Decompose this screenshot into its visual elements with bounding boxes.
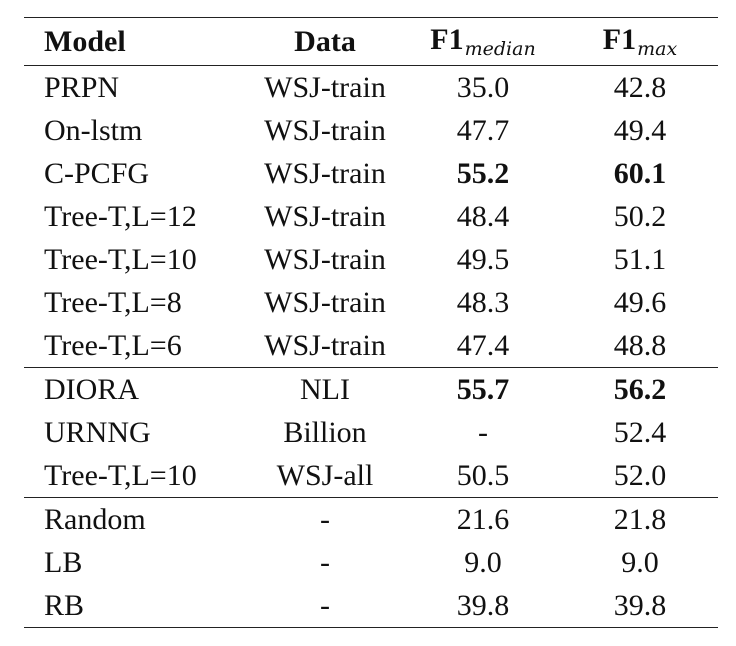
cell-data: Billion (283, 416, 367, 449)
cell-f1-median: 21.6 (456, 503, 510, 536)
cell-data: WSJ-train (264, 243, 386, 276)
cell-data: - (320, 503, 330, 536)
cell-model: Tree-T,L=10 (44, 459, 197, 492)
cell-model: RB (44, 589, 85, 622)
header-f1-median: F1median (404, 18, 562, 66)
header-model: Model (44, 24, 126, 58)
header-f1-max: F1max (562, 18, 718, 66)
cell-f1-max: 51.1 (613, 243, 667, 276)
header-f1-median-subscript: median (464, 38, 536, 60)
cell-model: DIORA (44, 373, 139, 406)
cell-f1-max: 49.6 (613, 286, 667, 319)
cell-data: WSJ-train (264, 157, 386, 190)
cell-data: - (320, 589, 330, 622)
cell-f1-median: - (478, 416, 488, 449)
header-f1-median-label: F1 (430, 23, 464, 56)
cell-model: Tree-T,L=6 (44, 329, 182, 362)
cell-data: WSJ-train (264, 71, 386, 104)
cell-f1-max: 52.0 (613, 459, 667, 492)
cell-f1-median: 47.4 (456, 329, 510, 362)
cell-data: WSJ-train (264, 329, 386, 362)
cell-data: WSJ-all (276, 459, 374, 492)
table-row: Tree-T,L=12 WSJ-train 48.4 50.2 (24, 195, 718, 238)
header-f1-max-subscript: max (637, 38, 678, 60)
cell-f1-max-best: 56.2 (613, 373, 667, 406)
cell-data: WSJ-train (264, 286, 386, 319)
cell-f1-median: 39.8 (456, 589, 510, 622)
cell-f1-max: 42.8 (613, 71, 667, 104)
cell-f1-max: 48.8 (613, 329, 667, 362)
cell-model: Random (44, 503, 146, 536)
cell-f1-max: 50.2 (613, 200, 667, 233)
cell-f1-max-best: 60.1 (613, 157, 667, 190)
cell-f1-median: 35.0 (456, 71, 510, 104)
cell-data: WSJ-train (264, 200, 386, 233)
header-data: Data (294, 24, 356, 58)
table-row: DIORA NLI 55.7 56.2 (24, 368, 718, 412)
cell-f1-max: 9.0 (621, 546, 659, 579)
cell-f1-median: 9.0 (464, 546, 502, 579)
cell-model: Tree-T,L=10 (44, 243, 197, 276)
cell-f1-median: 47.7 (456, 114, 510, 147)
table-row: Tree-T,L=10 WSJ-train 49.5 51.1 (24, 238, 718, 281)
cell-f1-median: 48.4 (456, 200, 510, 233)
cell-f1-max: 52.4 (613, 416, 667, 449)
cell-f1-median: 49.5 (456, 243, 510, 276)
cell-data: NLI (300, 373, 350, 406)
table-row: URNNG Billion - 52.4 (24, 411, 718, 454)
cell-model: Tree-T,L=8 (44, 286, 182, 319)
cell-data: WSJ-train (264, 114, 386, 147)
table-row: Tree-T,L=6 WSJ-train 47.4 48.8 (24, 324, 718, 368)
results-table-container: Model Data F1median F1max PRPN WSJ-train… (24, 17, 718, 628)
cell-model: Tree-T,L=12 (44, 200, 197, 233)
cell-f1-max: 49.4 (613, 114, 667, 147)
cell-model: LB (44, 546, 83, 579)
cell-f1-median-best: 55.7 (456, 373, 510, 406)
table-row: Random - 21.6 21.8 (24, 498, 718, 542)
cell-model: URNNG (44, 416, 151, 449)
table-row: Tree-T,L=8 WSJ-train 48.3 49.6 (24, 281, 718, 324)
header-f1-max-label: F1 (602, 23, 637, 56)
table-row: LB - 9.0 9.0 (24, 541, 718, 584)
cell-f1-median-best: 55.2 (456, 157, 510, 190)
cell-model: C-PCFG (44, 157, 150, 190)
table-row: On-lstm WSJ-train 47.7 49.4 (24, 109, 718, 152)
cell-f1-max: 39.8 (613, 589, 667, 622)
cell-f1-max: 21.8 (613, 503, 667, 536)
cell-f1-median: 50.5 (456, 459, 510, 492)
header-row: Model Data F1median F1max (24, 17, 718, 66)
results-table: Model Data F1median F1max PRPN WSJ-train… (24, 17, 718, 628)
table-row: Tree-T,L=10 WSJ-all 50.5 52.0 (24, 454, 718, 498)
table-row: C-PCFG WSJ-train 55.2 60.1 (24, 152, 718, 195)
cell-model: On-lstm (44, 114, 143, 147)
cell-data: - (320, 546, 330, 579)
cell-model: PRPN (44, 71, 120, 104)
table-row: RB - 39.8 39.8 (24, 584, 718, 628)
table-row: PRPN WSJ-train 35.0 42.8 (24, 66, 718, 110)
cell-f1-median: 48.3 (456, 286, 510, 319)
